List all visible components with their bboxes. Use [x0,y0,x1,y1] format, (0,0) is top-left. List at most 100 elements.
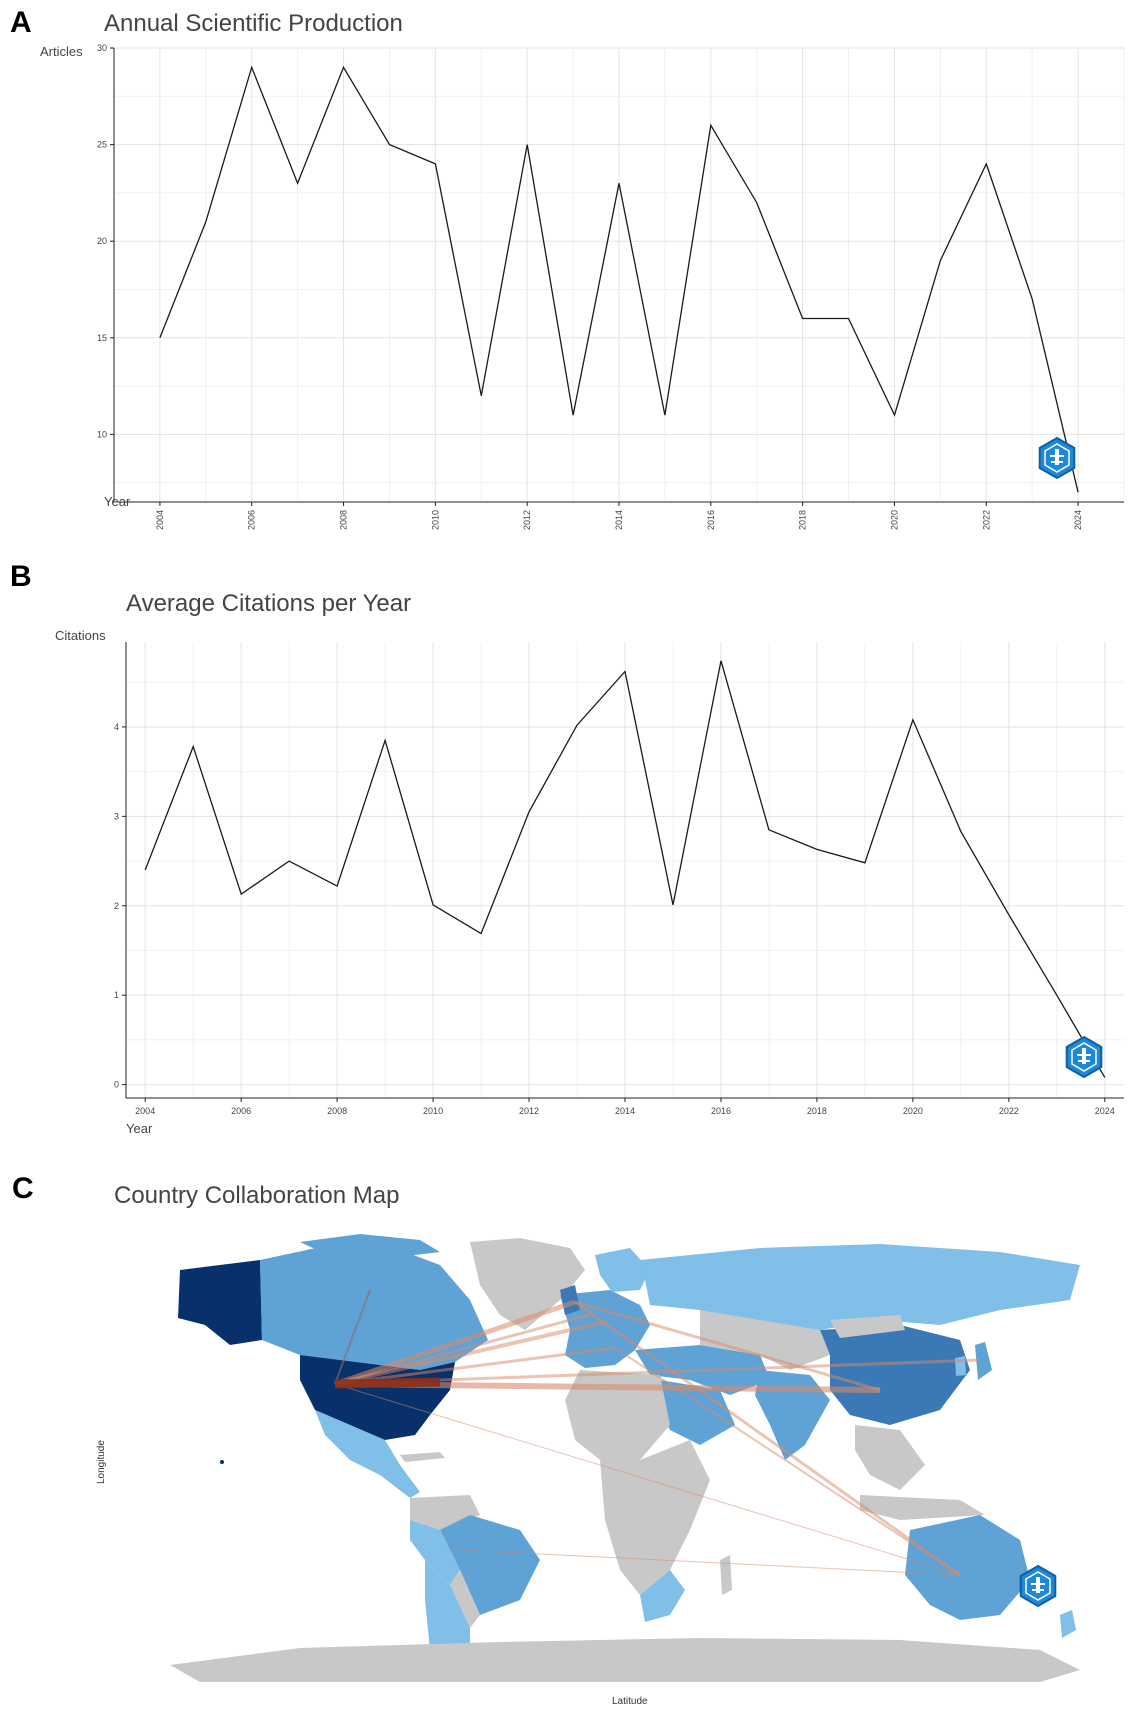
chart-b-series-line [144,660,1106,1078]
b-y-tick-label: 3 [114,811,119,821]
a-y-tick-label: 10 [97,429,107,439]
a-x-tick-label: 2006 [247,510,257,530]
b-x-tick-label: 2022 [999,1106,1019,1116]
b-y-tick-label: 4 [114,722,119,732]
link-australia-italy [614,1347,961,1576]
chart-a-ylabel: Articles [40,44,83,59]
chart-a-series-line [159,65,1079,493]
map-country-madagascar [720,1555,732,1595]
map-country-hawaii [220,1460,224,1464]
bibliometrix-hex-icon [1038,436,1076,480]
map-country-europe-west [560,1290,650,1368]
map-country-southeast-asia [855,1425,925,1490]
map-country-japan [975,1342,992,1380]
a-x-tick-label: 2012 [522,510,532,530]
b-x-tick-label: 2014 [615,1106,635,1116]
a-x-tick-label: 2018 [798,510,808,530]
a-x-tick-label: 2020 [889,510,899,530]
map-country-china [820,1325,970,1425]
link-usa-germany [334,1320,606,1386]
a-y-tick-label: 25 [97,140,107,150]
b-y-tick-label: 2 [114,901,119,911]
map-xlabel: Latitude [612,1696,648,1707]
map-country-scandinavia [595,1248,650,1292]
a-x-tick-label: 2014 [614,510,624,530]
a-y-tick-label: 15 [97,333,107,343]
link-usa-strong-segment [334,1377,441,1389]
link-usa-italy [334,1346,616,1386]
a-x-tick-label: 2008 [339,510,349,530]
map-country-arctic-islands [300,1234,440,1258]
link-usa-australia [334,1383,961,1576]
map-country-korea [955,1356,966,1376]
collaboration-links [334,1289,981,1577]
a-x-tick-label: 2004 [155,510,165,530]
b-x-tick-label: 2008 [327,1106,347,1116]
chart-b-title: Average Citations per Year [126,590,412,617]
chart-a-gridlines [113,47,1125,502]
chart-b-ylabel: Citations [55,628,106,643]
bibliometrix-hex-icon [1065,1035,1103,1079]
b-x-tick-label: 2006 [231,1106,251,1116]
map-country-antarctica [170,1638,1080,1682]
bibliometrix-hex-icon [1019,1564,1057,1608]
link-brazil-australia [459,1549,961,1576]
map-country-canada [260,1245,488,1370]
map-title: Country Collaboration Map [114,1182,400,1209]
b-y-tick-label: 0 [114,1080,119,1090]
chart-b-y-ticks: 0 1 2 3 4 [114,722,126,1090]
b-x-tick-label: 2016 [711,1106,731,1116]
chart-a-x-ticks: 2004 2006 2008 2010 2012 2014 2016 2018 2020 2022… [155,502,1083,530]
map-country-australia [905,1515,1030,1620]
a-y-tick-label: 30 [97,43,107,53]
map-country-central-africa [600,1440,710,1595]
chart-b-x-ticks: 2004 2006 2008 2010 2012 2014 2016 2018 2020 2022… [135,1098,1115,1116]
map-country-russia [640,1244,1080,1330]
panel-letter-c: C [12,1172,34,1205]
panel-letter-a: A [10,6,32,39]
a-x-tick-label: 2022 [981,510,991,530]
map-country-uk [560,1285,580,1315]
b-x-tick-label: 2018 [807,1106,827,1116]
map-country-indonesia [860,1495,985,1520]
map-country-india [755,1370,830,1460]
link-usa-uk [334,1299,576,1387]
b-y-tick-label: 1 [114,990,119,1000]
map-country-brazil [440,1515,540,1615]
a-x-tick-label: 2010 [430,510,440,530]
chart-a-xlabel: Year [104,494,131,509]
map-country-new-zealand [1060,1610,1076,1638]
map-country-mongolia [830,1315,905,1338]
link-australia-uk [574,1300,961,1577]
a-x-tick-label: 2024 [1073,510,1083,530]
map-country-central-asia [700,1310,830,1370]
chart-b-average-citations: 2004 2006 2008 2010 2012 2014 2016 2018 2020 2022… [55,628,1124,1136]
a-x-tick-label: 2016 [706,510,716,530]
map-country-caribbean [400,1452,445,1462]
map-country-north-africa [565,1370,670,1460]
map-country-greenland [470,1238,585,1330]
chart-b-gridlines [126,642,1124,1098]
map-country-mexico [315,1410,420,1498]
country-collaboration-map [170,1234,1080,1682]
panel-letter-b: B [10,560,32,593]
map-country-south-africa [640,1570,685,1622]
map-country-saudi-arabia [655,1380,735,1445]
link-china-uk [574,1300,881,1392]
chart-b-xlabel: Year [126,1121,153,1136]
a-y-tick-label: 20 [97,236,107,246]
link-usa-netherlands [334,1312,593,1386]
chart-a-annual-production: 2004 2006 2008 2010 2012 2014 2016 2018 2020 2022… [40,43,1125,530]
b-x-tick-label: 2024 [1095,1106,1115,1116]
link-canada-usa [334,1289,371,1385]
chart-a-title: Annual Scientific Production [104,10,403,37]
b-x-tick-label: 2010 [423,1106,443,1116]
map-country-alaska [178,1260,262,1345]
b-x-tick-label: 2020 [903,1106,923,1116]
map-ylabel: Longitude [96,1440,107,1484]
link-usa-japan [334,1358,981,1386]
b-x-tick-label: 2012 [519,1106,539,1116]
b-x-tick-label: 2004 [135,1106,155,1116]
chart-a-y-ticks: 10 15 20 25 30 [97,43,114,439]
map-country-peru [410,1520,460,1585]
